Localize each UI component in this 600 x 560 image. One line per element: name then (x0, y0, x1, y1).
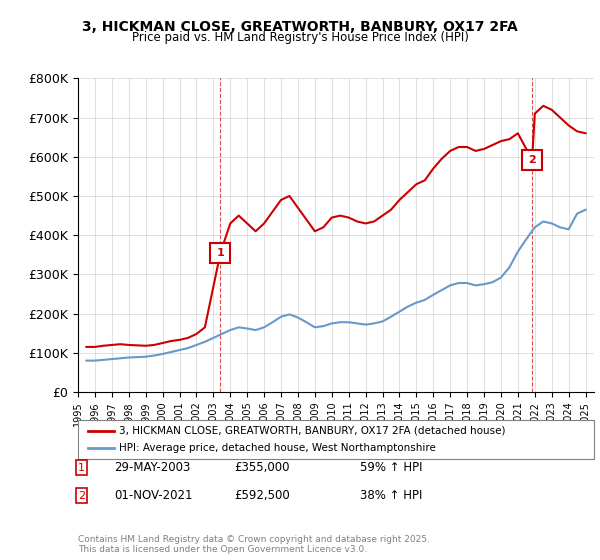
Text: 29-MAY-2003: 29-MAY-2003 (114, 461, 190, 474)
Text: 1: 1 (217, 248, 224, 258)
Text: 3, HICKMAN CLOSE, GREATWORTH, BANBURY, OX17 2FA: 3, HICKMAN CLOSE, GREATWORTH, BANBURY, O… (82, 20, 518, 34)
Text: HPI: Average price, detached house, West Northamptonshire: HPI: Average price, detached house, West… (119, 443, 436, 453)
Text: £592,500: £592,500 (234, 489, 290, 502)
Text: 59% ↑ HPI: 59% ↑ HPI (360, 461, 422, 474)
Text: Contains HM Land Registry data © Crown copyright and database right 2025.
This d: Contains HM Land Registry data © Crown c… (78, 535, 430, 554)
FancyBboxPatch shape (78, 420, 594, 459)
Text: £355,000: £355,000 (234, 461, 290, 474)
Text: 1: 1 (78, 463, 85, 473)
Text: 3, HICKMAN CLOSE, GREATWORTH, BANBURY, OX17 2FA (detached house): 3, HICKMAN CLOSE, GREATWORTH, BANBURY, O… (119, 426, 506, 436)
Text: Price paid vs. HM Land Registry's House Price Index (HPI): Price paid vs. HM Land Registry's House … (131, 31, 469, 44)
Text: 01-NOV-2021: 01-NOV-2021 (114, 489, 193, 502)
Text: 2: 2 (528, 155, 536, 165)
Text: 38% ↑ HPI: 38% ↑ HPI (360, 489, 422, 502)
Text: 2: 2 (78, 491, 85, 501)
